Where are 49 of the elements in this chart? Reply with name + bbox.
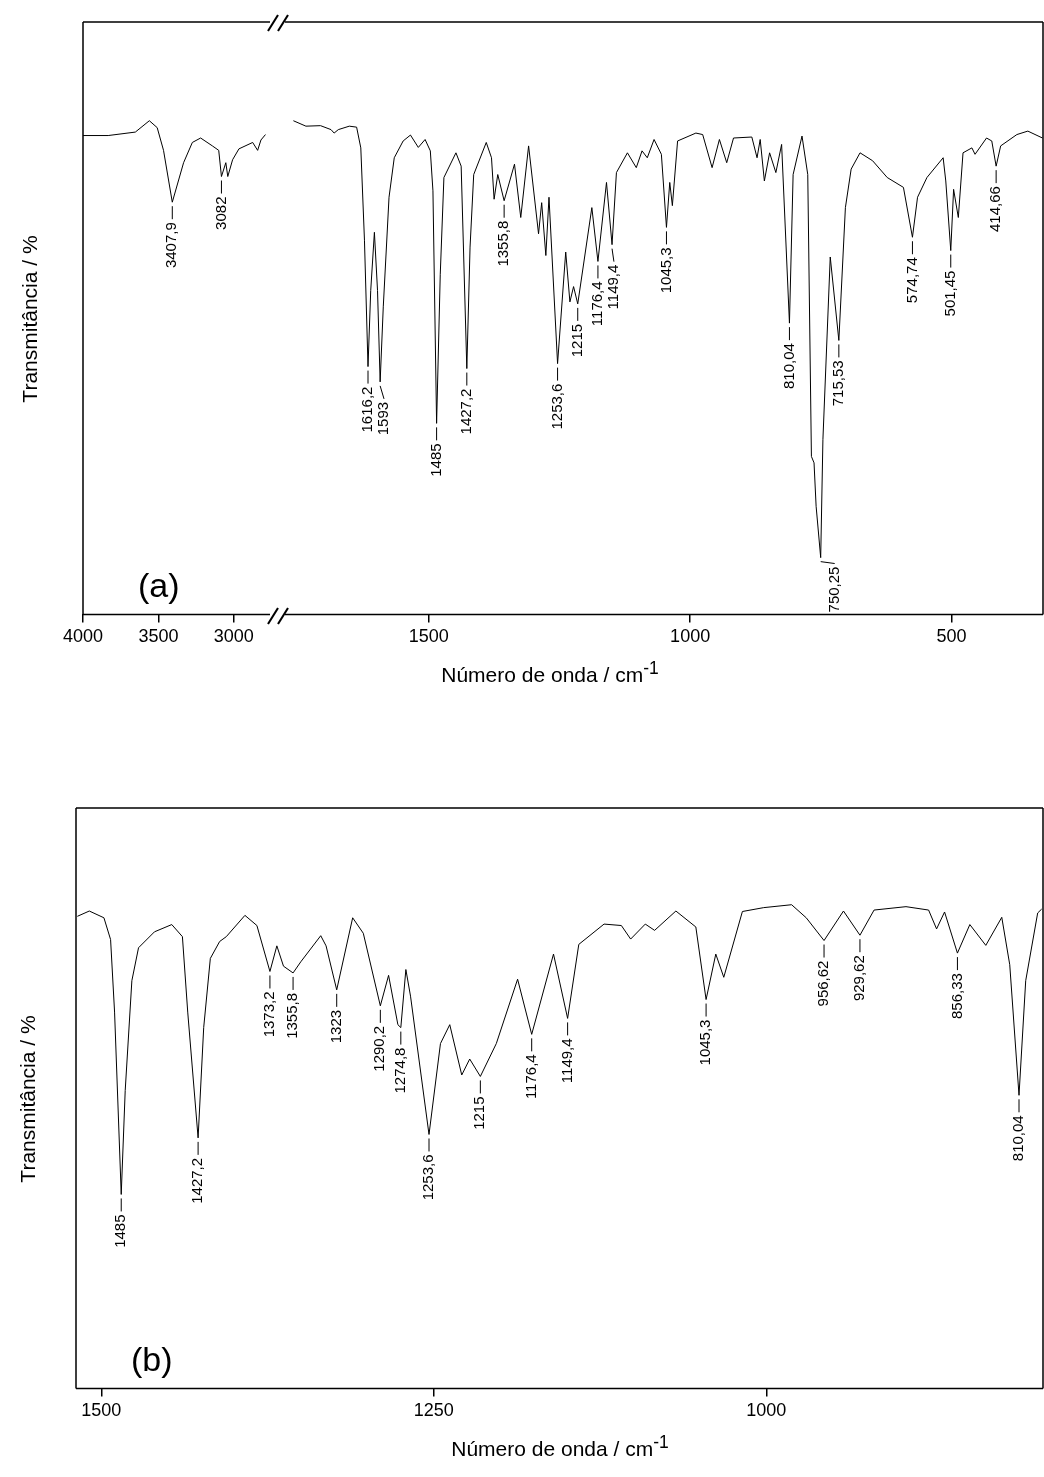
x-tick-label: 1000: [670, 626, 711, 647]
annotation: 1485: [426, 443, 444, 477]
annotation: 929,62: [850, 955, 868, 1002]
annotation: 1253,6: [547, 383, 565, 430]
y-axis-title: Transmitância / %: [16, 1015, 40, 1183]
annotation: 1323: [326, 1009, 344, 1044]
annotation: 750,25: [824, 566, 842, 613]
annotation: 1427,2: [188, 1157, 206, 1204]
annotation: 1149,4: [557, 1038, 575, 1084]
annotation: 1355,8: [283, 992, 301, 1039]
annotation: 1149,4: [604, 264, 622, 310]
annotation: 3082: [211, 196, 229, 230]
annotation: 1427,2: [456, 388, 474, 435]
annotation: 1045,3: [696, 1019, 714, 1066]
annotation: 1290,2: [370, 1025, 388, 1072]
x-tick-label: 4000: [62, 626, 104, 647]
x-tick-label: 3000: [213, 626, 254, 647]
x-axis-title: Número de onda / cm$^{-1}$: [451, 1432, 669, 1461]
annotation: 574,74: [902, 257, 920, 304]
annotation: 1176,4: [521, 1054, 539, 1100]
annotation: 1485: [111, 1214, 129, 1248]
x-tick-label: 1500: [408, 626, 449, 647]
annotation: 1355,8: [494, 220, 512, 267]
annotation: 810,04: [1009, 1115, 1027, 1162]
x-tick-label: 1500: [81, 1400, 122, 1421]
annotation: 1215: [470, 1096, 488, 1130]
x-tick-label: 1000: [746, 1400, 787, 1421]
x-tick-label: 500: [936, 626, 967, 647]
annotation: (a): [138, 565, 180, 604]
x-tick-label: 1250: [413, 1400, 454, 1421]
annotation: 1176,4: [588, 281, 606, 327]
x-axis-title: Número de onda / cm$^{-1}$: [441, 658, 659, 687]
annotation: 414,66: [986, 186, 1004, 233]
annotation: 1373,2: [260, 991, 278, 1038]
x-tick-label: 3500: [138, 626, 179, 647]
annotation: 1274,8: [390, 1047, 408, 1094]
annotation: 810,04: [779, 343, 797, 390]
annotation: 1215: [567, 323, 585, 358]
annotation: 1253,6: [419, 1154, 437, 1201]
annotation: 856,33: [947, 973, 965, 1019]
y-axis-title: Transmitância / %: [18, 235, 42, 403]
annotation: 715,53: [828, 360, 846, 407]
annotation: 501,45: [940, 270, 958, 317]
annotation: (b): [131, 1339, 173, 1378]
annotation: 3407,9: [162, 222, 180, 269]
annotation: 1593: [374, 401, 392, 436]
annotation: 956,62: [814, 960, 832, 1007]
annotation: 1045,3: [656, 247, 674, 294]
annotation: 1616,2: [358, 386, 376, 433]
